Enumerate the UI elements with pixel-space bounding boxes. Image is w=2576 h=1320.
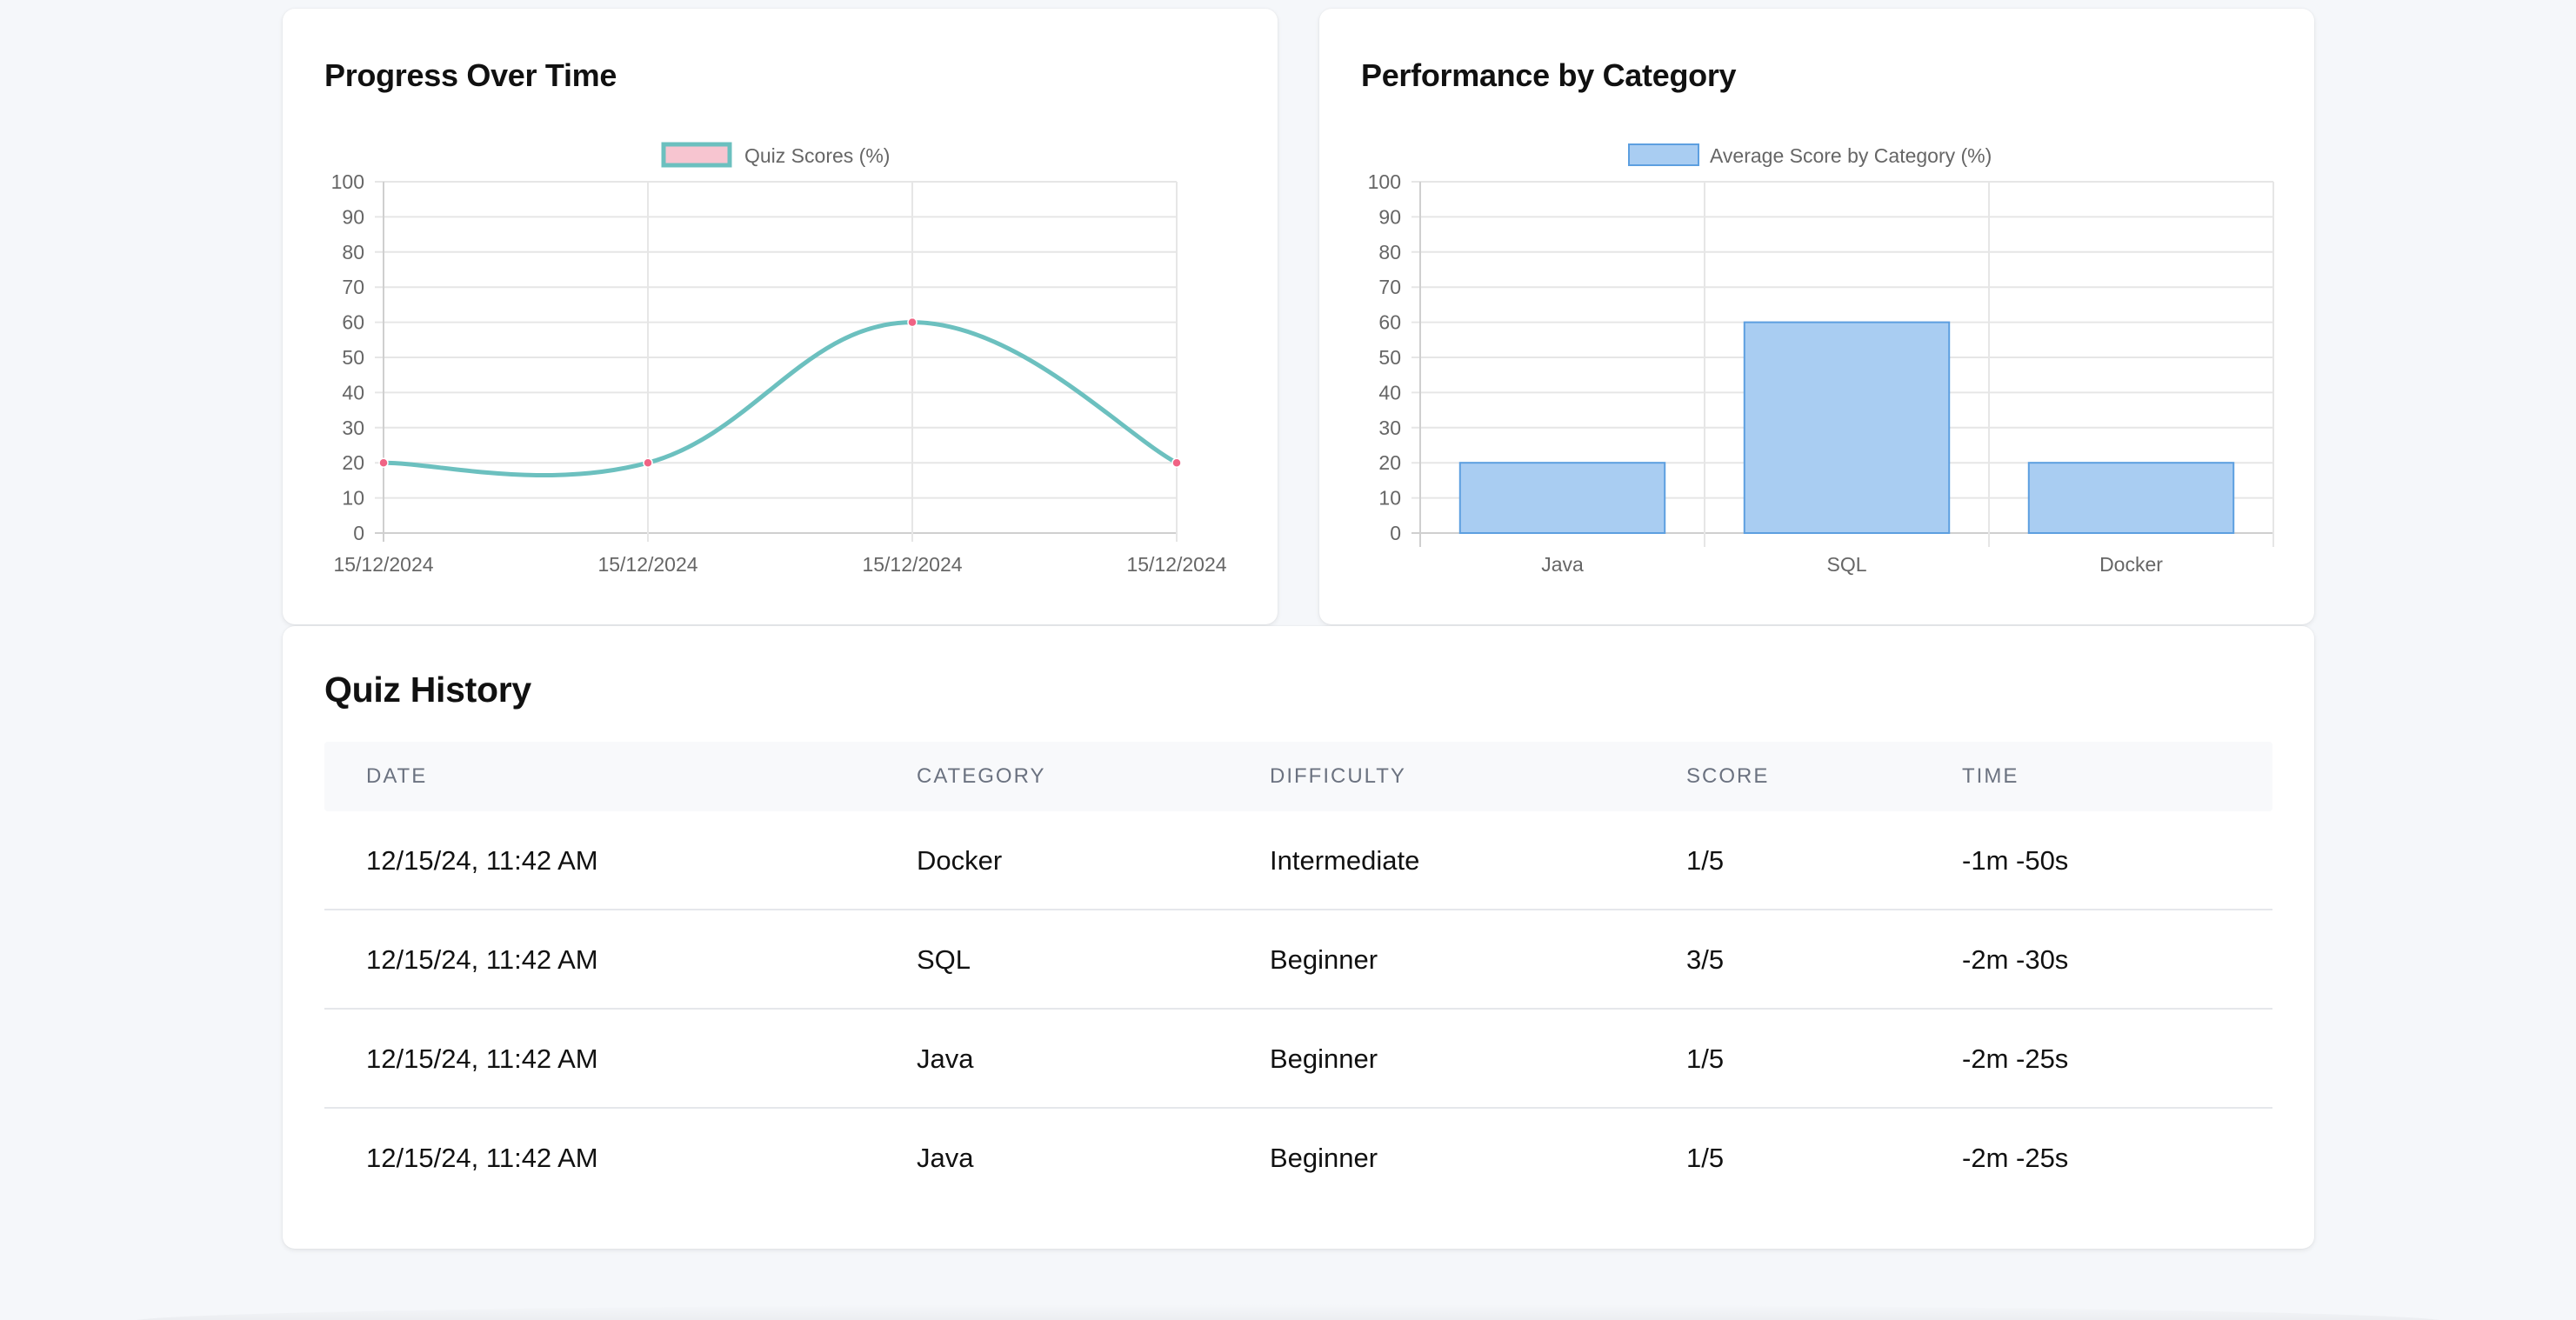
cell-date: 12/15/24, 11:42 AM: [366, 944, 598, 975]
cell-score: 1/5: [1686, 1143, 1725, 1173]
table-row[interactable]: 12/15/24, 11:42 AM Docker Intermediate 1…: [324, 811, 2272, 910]
performance-by-category-card: Performance by Category Average Score by…: [1319, 9, 2314, 624]
x-tick-label: 15/12/2024: [1126, 553, 1226, 576]
cell-category: Java: [917, 1043, 974, 1074]
y-tick-label: 50: [342, 346, 364, 369]
quiz-history-card: Quiz History DATE CATEGORY DIFFICULTY SC…: [283, 626, 2314, 1249]
legend-label-quiz-scores: Quiz Scores (%): [744, 144, 890, 167]
cell-difficulty: Beginner: [1270, 1143, 1378, 1173]
column-header-time[interactable]: TIME: [1962, 764, 2019, 788]
y-tick-label: 20: [342, 451, 364, 474]
quiz-score-point: [1171, 457, 1182, 468]
quiz-score-point: [907, 317, 918, 328]
x-tick-label: 15/12/2024: [333, 553, 433, 576]
cell-category: Docker: [917, 845, 1003, 876]
y-tick-label: 70: [342, 276, 364, 298]
quiz-history-title: Quiz History: [324, 670, 531, 710]
legend-swatch-average-score: [1628, 143, 1699, 166]
quiz-score-point: [643, 457, 653, 468]
y-tick-label: 60: [1378, 311, 1401, 334]
legend-swatch-quiz-scores: [661, 142, 732, 168]
y-tick-label: 10: [342, 487, 364, 510]
cell-score: 1/5: [1686, 1043, 1725, 1074]
y-tick-label: 60: [342, 311, 364, 334]
line-chart-legend: Quiz Scores (%): [661, 142, 890, 168]
y-tick-label: 0: [353, 522, 364, 544]
y-tick-label: 100: [1368, 170, 1401, 193]
progress-line-chart: Quiz Scores (%) 0 10 20 30 40 50 60 70 80 90 100 15/…: [331, 142, 1227, 576]
x-tick-label: Java: [1541, 553, 1584, 576]
cell-difficulty: Beginner: [1270, 944, 1378, 975]
quiz-history-table: DATE CATEGORY DIFFICULTY SCORE TIME 12/1…: [324, 742, 2272, 1208]
y-tick-label: 70: [1378, 276, 1401, 298]
bar-docker: [2027, 462, 2235, 535]
x-tick-label: SQL: [1826, 553, 1866, 576]
legend-label-average-score: Average Score by Category (%): [1710, 144, 1992, 167]
cell-date: 12/15/24, 11:42 AM: [366, 1143, 598, 1173]
y-tick-label: 40: [1378, 381, 1401, 403]
progress-card-title: Progress Over Time: [324, 57, 617, 93]
table-row[interactable]: 12/15/24, 11:42 AM Java Beginner 1/5 -2m…: [324, 1010, 2272, 1109]
table-row[interactable]: 12/15/24, 11:42 AM Java Beginner 1/5 -2m…: [324, 1109, 2272, 1208]
cell-time: -2m -25s: [1962, 1143, 2069, 1173]
column-header-score[interactable]: SCORE: [1686, 764, 1770, 788]
category-bar-chart: Average Score by Category (%) 0 10 20 30 40 50…: [1368, 143, 2274, 576]
y-tick-label: 30: [342, 417, 364, 439]
y-tick-label: 0: [1390, 522, 1401, 544]
x-tick-label: 15/12/2024: [862, 553, 962, 576]
column-header-difficulty[interactable]: DIFFICULTY: [1270, 764, 1406, 788]
x-tick-label: Docker: [2099, 553, 2163, 576]
y-tick-label: 10: [1378, 487, 1401, 510]
y-tick-label: 80: [1378, 241, 1401, 263]
y-tick-label: 20: [1378, 451, 1401, 474]
x-tick-label: 15/12/2024: [597, 553, 697, 576]
table-row[interactable]: 12/15/24, 11:42 AM SQL Beginner 3/5 -2m …: [324, 910, 2272, 1010]
y-tick-label: 80: [342, 241, 364, 263]
cell-difficulty: Beginner: [1270, 1043, 1378, 1074]
cell-difficulty: Intermediate: [1270, 845, 1420, 876]
progress-over-time-card: Progress Over Time Quiz Scores (%) 0 10 20 3…: [283, 9, 1278, 624]
page-bottom-shadow: [130, 1304, 2446, 1320]
bar-chart-legend: Average Score by Category (%): [1628, 143, 1992, 167]
quiz-scores-line: [383, 320, 1178, 478]
cell-score: 1/5: [1686, 845, 1725, 876]
y-tick-label: 90: [1378, 205, 1401, 228]
column-header-date[interactable]: DATE: [366, 764, 428, 788]
cell-time: -2m -30s: [1962, 944, 2069, 975]
table-header: DATE CATEGORY DIFFICULTY SCORE TIME: [324, 742, 2272, 811]
y-tick-label: 100: [331, 170, 364, 193]
bar-java: [1458, 462, 1666, 535]
cell-time: -1m -50s: [1962, 845, 2069, 876]
bar-sql: [1743, 321, 1951, 534]
y-tick-label: 30: [1378, 417, 1401, 439]
cell-category: Java: [917, 1143, 974, 1173]
cell-date: 12/15/24, 11:42 AM: [366, 845, 598, 876]
column-header-category[interactable]: CATEGORY: [917, 764, 1046, 788]
cell-category: SQL: [917, 944, 971, 975]
cell-score: 3/5: [1686, 944, 1725, 975]
y-tick-label: 50: [1378, 346, 1401, 369]
table-body: 12/15/24, 11:42 AM Docker Intermediate 1…: [324, 811, 2272, 1208]
quiz-score-point: [378, 457, 389, 468]
cell-time: -2m -25s: [1962, 1043, 2069, 1074]
cell-date: 12/15/24, 11:42 AM: [366, 1043, 598, 1074]
y-tick-label: 40: [342, 381, 364, 403]
category-card-title: Performance by Category: [1361, 57, 1737, 93]
y-tick-label: 90: [342, 205, 364, 228]
